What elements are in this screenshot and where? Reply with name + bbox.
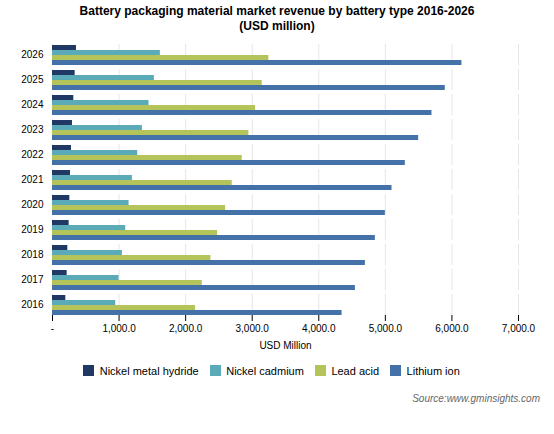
html-text:Lithium ion: Lithium ion <box>406 364 460 377</box>
svg-text:2026: 2026 <box>21 49 44 60</box>
svg-text:2018: 2018 <box>21 249 44 260</box>
svg-text:2025: 2025 <box>21 74 44 85</box>
svg-text:2023: 2023 <box>21 124 44 135</box>
html-text:Lead acid: Lead acid <box>331 364 380 377</box>
svg-text:3,000.0: 3,000.0 <box>236 323 270 334</box>
svg-text:7,000.0: 7,000.0 <box>502 323 536 334</box>
svg-text:USD Million: USD Million <box>259 340 311 351</box>
html-text:Battery packaging material mar: Battery packaging material market revenu… <box>79 4 475 18</box>
svg-text:2017: 2017 <box>21 274 44 285</box>
html-text:Nickel metal hydride: Nickel metal hydride <box>99 364 199 377</box>
svg-text:2021: 2021 <box>21 174 44 185</box>
svg-text:5,000.0: 5,000.0 <box>369 323 403 334</box>
svg-text:2019: 2019 <box>21 224 44 235</box>
svg-text:-: - <box>51 323 54 334</box>
svg-text:2,000.0: 2,000.0 <box>169 323 203 334</box>
svg-text:1,000.0: 1,000.0 <box>102 323 136 334</box>
html-text:(USD million): (USD million) <box>239 19 315 33</box>
svg-text:6,000.0: 6,000.0 <box>435 323 469 334</box>
html-text:Source:www.gminsights.com: Source:www.gminsights.com <box>412 392 540 404</box>
svg-text:2022: 2022 <box>21 149 44 160</box>
svg-text:4,000.0: 4,000.0 <box>302 323 336 334</box>
svg-text:2016: 2016 <box>21 299 44 310</box>
svg-text:2024: 2024 <box>21 99 44 110</box>
svg-text:2020: 2020 <box>21 199 44 210</box>
html-text:Nickel cadmium: Nickel cadmium <box>226 364 304 377</box>
